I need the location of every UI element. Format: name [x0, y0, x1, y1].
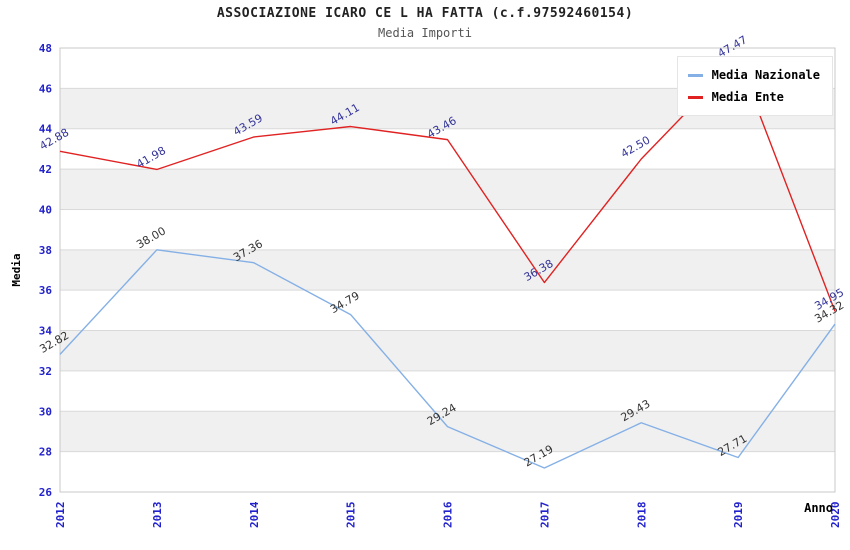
- y-tick-label: 26: [39, 486, 53, 499]
- x-tick-label: 2019: [732, 502, 745, 529]
- legend-swatch-red-line: [687, 95, 703, 99]
- legend-label: Media Nazionale: [711, 68, 820, 82]
- x-tick-label: 2020: [829, 502, 842, 529]
- x-tick-label: 2018: [635, 502, 648, 529]
- y-tick-label: 48: [39, 42, 52, 55]
- series-line-0: [59, 249, 836, 469]
- y-tick-label: 30: [39, 405, 52, 418]
- data-label-series-1: 42.50: [619, 133, 653, 160]
- y-tick-label: 32: [39, 365, 52, 378]
- x-tick-label: 2014: [248, 501, 261, 528]
- y-tick-label: 40: [39, 203, 52, 216]
- x-tick-label: 2016: [442, 501, 455, 528]
- legend-item-media-nazionale: Media Nazionale: [687, 64, 820, 86]
- data-label-series-0: 38.00: [134, 224, 168, 251]
- x-tick-label: 2012: [54, 502, 67, 529]
- y-tick-label: 46: [39, 82, 53, 95]
- plot-band: [60, 411, 835, 452]
- y-tick-label: 36: [39, 284, 53, 297]
- y-tick-label: 42: [39, 163, 52, 176]
- plot-band: [60, 330, 835, 371]
- plot-border: [59, 47, 836, 493]
- y-tick-label: 44: [39, 123, 53, 136]
- plot-band: [60, 249, 835, 291]
- y-tick-label: 38: [39, 244, 52, 257]
- x-tick-label: 2013: [151, 502, 164, 529]
- legend-swatch-blue-line: [687, 73, 703, 77]
- x-axis-title: Anno: [804, 501, 833, 515]
- legend: Media Nazionale Media Ente: [676, 56, 833, 116]
- legend-item-media-ente: Media Ente: [687, 86, 820, 108]
- chart-title: ASSOCIAZIONE ICARO CE L HA FATTA (c.f.97…: [216, 6, 634, 21]
- y-tick-label: 28: [39, 446, 52, 459]
- x-tick-label: 2017: [538, 502, 551, 529]
- legend-label: Media Ente: [711, 90, 784, 104]
- y-tick-label: 34: [39, 325, 53, 338]
- plot-band: [60, 169, 835, 210]
- chart-subtitle: Media Importi: [378, 26, 472, 40]
- x-tick-label: 2015: [345, 502, 358, 529]
- y-axis-title: Media: [10, 253, 23, 287]
